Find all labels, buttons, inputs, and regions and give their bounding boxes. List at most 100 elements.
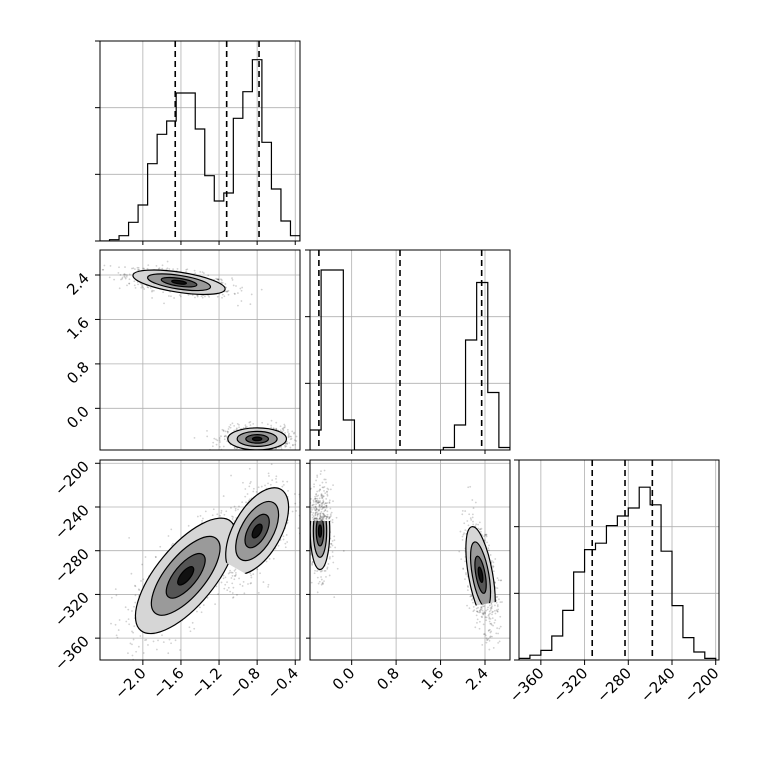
- scatter-2-point: [316, 497, 319, 500]
- scatter-0-point: [141, 285, 143, 287]
- scatter-2-point: [326, 510, 329, 513]
- scatter-1-point: [233, 574, 236, 577]
- histogram-panel-2: [514, 459, 720, 661]
- scatter-0-point: [137, 283, 139, 286]
- scatter-2-point: [483, 633, 486, 635]
- scatter-0-point: [270, 424, 273, 427]
- scatter-1-point: [252, 490, 255, 493]
- scatter-0-point: [262, 451, 264, 453]
- scatter-1-point: [282, 538, 285, 541]
- scatter-0-point: [161, 267, 164, 270]
- scatter-2-point: [321, 515, 324, 518]
- scatter-2-point: [319, 484, 321, 487]
- scatter-0-point: [289, 446, 292, 449]
- scatter-1-point: [250, 574, 252, 577]
- scatter-0-point: [136, 266, 139, 269]
- scatter-2-point: [318, 501, 321, 504]
- scatter-2-point: [462, 533, 465, 536]
- scatter-2-point: [492, 570, 495, 573]
- scatter-2-point: [321, 501, 324, 504]
- scatter-2-point: [490, 607, 493, 610]
- scatter-2-point: [308, 512, 310, 514]
- x-axis-0-tick-label-4: −0.4: [264, 664, 302, 702]
- scatter-0-point: [229, 426, 232, 429]
- scatter-2-point: [321, 582, 324, 585]
- scatter-0-point: [222, 429, 225, 432]
- scatter-2-point: [332, 500, 334, 503]
- scatter-2-point: [318, 517, 321, 520]
- scatter-0-point: [133, 280, 136, 283]
- scatter-1-point: [116, 636, 119, 639]
- scatter-1-point: [196, 515, 199, 518]
- scatter-2-point: [485, 533, 488, 536]
- scatter-2-point: [473, 609, 476, 612]
- scatter-2-point: [328, 515, 331, 518]
- scatter-2-point: [323, 505, 326, 508]
- scatter-1-point: [256, 568, 259, 571]
- scatter-2-point: [488, 549, 490, 552]
- scatter-0-point: [220, 281, 223, 284]
- scatter-2-point: [461, 513, 464, 516]
- scatter-0-point: [113, 278, 116, 281]
- scatter-2-point: [488, 616, 491, 619]
- scatter-2-point: [324, 502, 327, 505]
- scatter-2-point: [319, 488, 321, 491]
- scatter-1-point: [227, 572, 230, 575]
- scatter-0-point: [283, 426, 286, 429]
- scatter-0-point: [227, 293, 230, 296]
- scatter-1-point: [250, 576, 253, 579]
- scatter-1-point: [174, 639, 177, 642]
- scatter-2-point: [491, 635, 493, 638]
- scatter-1-point: [260, 485, 263, 488]
- scatter-2-point: [318, 490, 321, 492]
- scatter-0-point: [221, 281, 224, 284]
- scatter-2-point: [466, 520, 469, 522]
- scatter-1-point: [141, 563, 144, 566]
- scatter-0-point: [118, 287, 121, 290]
- scatter-1-point: [226, 581, 228, 583]
- scatter-2-point: [477, 523, 479, 526]
- scatter-1-point: [196, 610, 198, 613]
- scatter-0-point: [199, 271, 202, 273]
- y-axis-1: 0.0 0.8 1.6 2.4: [63, 269, 100, 432]
- scatter-1-point: [250, 582, 253, 584]
- scatter-2-point: [492, 561, 495, 564]
- scatter-0-point: [147, 264, 150, 267]
- scatter-0-point: [149, 287, 152, 289]
- scatter-0-point: [239, 287, 242, 290]
- scatter-0-point: [224, 430, 227, 433]
- scatter-1-point: [211, 514, 214, 517]
- scatter-2-point: [490, 623, 493, 626]
- scatter-0-point: [291, 444, 294, 447]
- scatter-2-point: [318, 517, 321, 519]
- scatter-1-point: [229, 590, 232, 593]
- scatter-2-point: [320, 495, 323, 498]
- scatter-2-point: [478, 610, 481, 612]
- scatter-2-point: [330, 543, 333, 545]
- scatter-2-point: [481, 609, 484, 612]
- scatter-0-point: [146, 286, 149, 289]
- y-axis-2-tick-label-4: −200: [51, 457, 93, 499]
- scatter-0-point: [173, 297, 175, 299]
- scatter-2-point: [313, 517, 316, 520]
- scatter-1-point: [219, 514, 222, 517]
- scatter-1-point: [246, 493, 249, 495]
- scatter-2-point: [325, 505, 328, 508]
- scatter-2-point: [495, 601, 498, 604]
- scatter-1-point: [224, 576, 227, 579]
- x-axis-1-tick-label-3: 2.4: [462, 664, 492, 694]
- scatter-0-point: [136, 269, 139, 271]
- scatter-2-point: [486, 608, 489, 611]
- scatter-2-point: [328, 574, 331, 577]
- scatter-2-point: [313, 518, 315, 520]
- scatter-1-point: [249, 480, 252, 483]
- scatter-2-point: [312, 503, 315, 506]
- scatter-1-point: [117, 629, 120, 631]
- scatter-2-point: [329, 556, 331, 558]
- scatter-2-point: [317, 502, 320, 504]
- scatter-2-point: [490, 603, 493, 606]
- scatter-0-point: [289, 435, 292, 438]
- scatter-0-point: [233, 456, 235, 458]
- scatter-0-point: [137, 266, 140, 269]
- scatter-2-point: [496, 627, 499, 630]
